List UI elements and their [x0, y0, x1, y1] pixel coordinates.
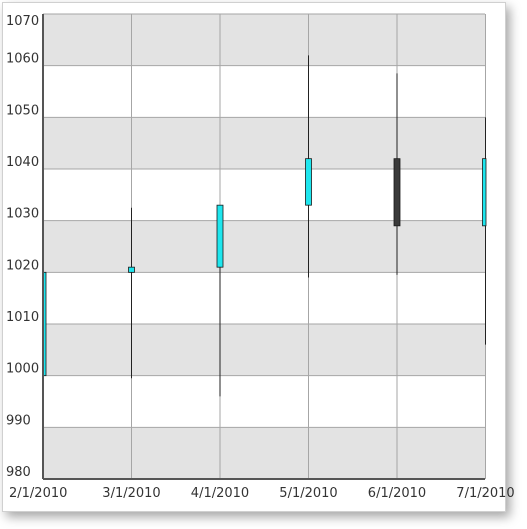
candle-body — [482, 158, 487, 227]
plot-band — [43, 427, 485, 479]
x-tick-label: 4/1/2010 — [191, 486, 249, 501]
candle-body — [216, 204, 224, 268]
y-tick-label: 1030 — [6, 207, 39, 222]
plot-band — [43, 220, 485, 273]
candle — [393, 73, 401, 275]
axes — [42, 14, 485, 480]
y-tick-label: 1040 — [6, 155, 39, 170]
candle — [128, 207, 135, 379]
candle — [305, 55, 312, 278]
y-tick-label: 1010 — [6, 310, 39, 325]
x-tick-label: 5/1/2010 — [279, 486, 337, 501]
candle-body — [305, 158, 312, 206]
x-axis-tick-labels: 2/1/2010 3/1/2010 4/1/2010 5/1/2010 6/1/2010… — [9, 486, 515, 501]
y-tick-label: 1020 — [6, 258, 39, 273]
x-tick-label: 7/1/2010 — [456, 486, 514, 501]
y-tick-label: 1060 — [6, 52, 39, 67]
y-tick-label: 980 — [6, 465, 31, 480]
x-tick-label: 2/1/2010 — [9, 486, 67, 501]
candle-body — [128, 266, 135, 273]
candlestick-chart: 980 990 1000 1010 1020 1030 1040 1050 1060 1070 2… — [6, 13, 515, 501]
x-tick-label: 6/1/2010 — [368, 486, 426, 501]
y-tick-label: 990 — [6, 413, 31, 428]
plot-band — [43, 324, 485, 376]
candle-body — [393, 158, 401, 227]
x-tick-label: 3/1/2010 — [102, 486, 160, 501]
chart-frame: 980 990 1000 1010 1020 1030 1040 1050 1060 1070 2… — [2, 2, 515, 512]
plot-background-bands — [43, 14, 485, 479]
candle — [216, 204, 224, 397]
candle — [482, 117, 487, 345]
plot-band — [43, 117, 485, 169]
plot-band — [43, 14, 485, 66]
y-tick-label: 1050 — [6, 103, 39, 118]
y-tick-label: 1000 — [6, 362, 39, 377]
y-axis-tick-labels: 980 990 1000 1010 1020 1030 1040 1050 1060 1070 — [6, 14, 39, 480]
y-tick-label: 1070 — [6, 14, 39, 29]
